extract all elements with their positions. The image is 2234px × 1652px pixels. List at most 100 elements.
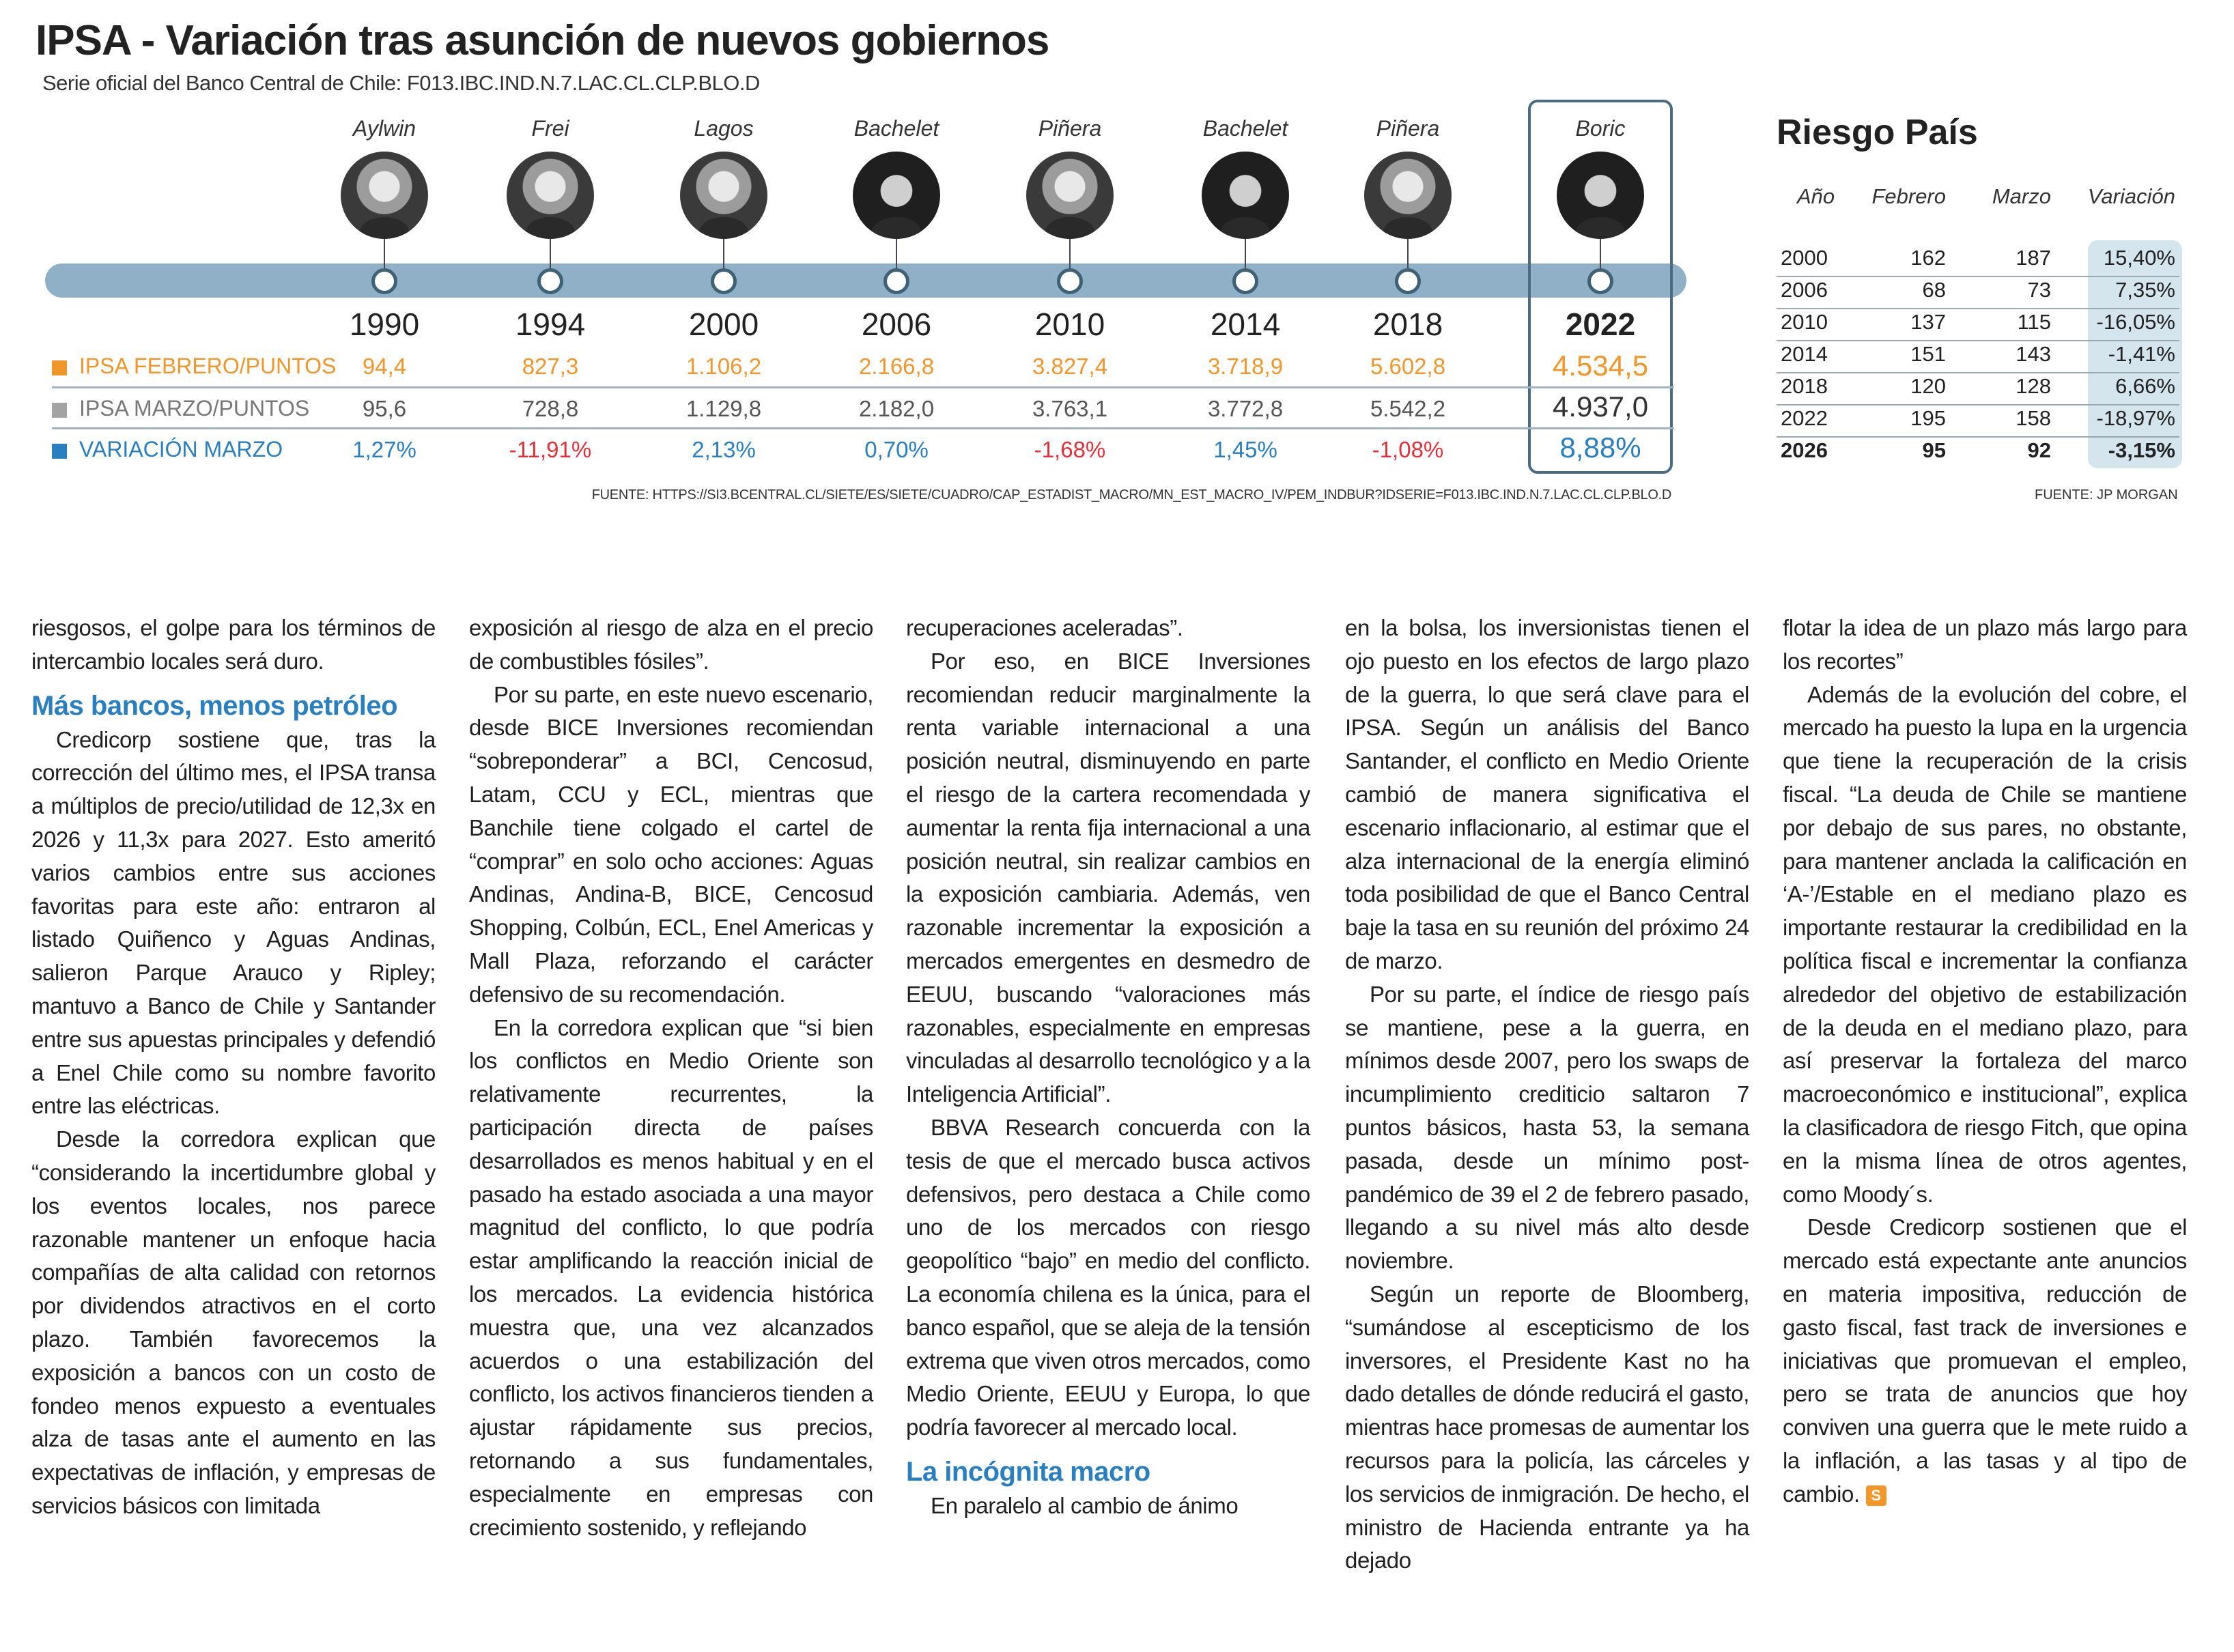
table-cell: 2018 bbox=[1781, 374, 1828, 398]
ipsa-mar-value: 95,6 bbox=[362, 396, 407, 421]
president-name: Aylwin bbox=[352, 116, 416, 141]
timeline-node-icon bbox=[883, 268, 909, 294]
year-label: 2000 bbox=[688, 307, 759, 342]
ipsa-mar-value: 5.542,2 bbox=[1370, 396, 1446, 421]
row-divider bbox=[1777, 308, 2179, 309]
paragraph-text: Además de la evolución del cobre, el mer… bbox=[1783, 681, 2187, 1207]
article-column: recuperaciones aceleradas”. Por eso, en B… bbox=[906, 612, 1310, 1523]
row-divider bbox=[1777, 404, 2179, 405]
ipsa-feb-value: 3.718,9 bbox=[1207, 354, 1284, 379]
timeline-connector bbox=[1245, 239, 1246, 272]
article-column: exposición al riesgo de alza en el preci… bbox=[469, 612, 873, 1544]
ipsa-feb-value: 827,3 bbox=[522, 354, 579, 379]
paragraph: En paralelo al cambio de ánimo bbox=[906, 1490, 1310, 1523]
paragraph-text: Por su parte, en este nuevo escenario, d… bbox=[469, 681, 873, 1007]
variation-highlight bbox=[2088, 240, 2182, 468]
timeline-node-icon bbox=[1232, 268, 1258, 294]
article-column: flotar la idea de un plazo más largo par… bbox=[1783, 612, 2187, 1511]
section-subhead: La incógnita macro bbox=[906, 1456, 1150, 1487]
timeline-node-icon bbox=[1395, 268, 1421, 294]
paragraph: riesgosos, el golpe para los términos de… bbox=[31, 612, 436, 679]
table-cell: -3,15% bbox=[2108, 438, 2175, 462]
ipsa-mar-value: 2.182,0 bbox=[858, 396, 935, 421]
table-cell: 2006 bbox=[1781, 278, 1828, 302]
paragraph: Según un reporte de Bloomberg, “sumándos… bbox=[1345, 1278, 1749, 1578]
table-cell: 2022 bbox=[1781, 406, 1828, 430]
table-cell: 158 bbox=[2016, 406, 2051, 430]
table-cell: 195 bbox=[1910, 406, 1946, 430]
ipsa-mar-value: 3.772,8 bbox=[1207, 396, 1284, 421]
page-subtitle: Serie oficial del Banco Central de Chile… bbox=[42, 71, 760, 95]
table-cell: 128 bbox=[2016, 374, 2051, 398]
table-cell: 151 bbox=[1910, 342, 1946, 366]
timeline-node-icon bbox=[371, 268, 397, 294]
timeline-connector bbox=[1407, 239, 1409, 272]
ipsa-mar-value: 4.937,0 bbox=[1552, 390, 1649, 423]
table-cell: 2014 bbox=[1781, 342, 1828, 366]
president-photo bbox=[680, 152, 767, 239]
table-cell: 2026 bbox=[1781, 438, 1828, 462]
table-cell: 73 bbox=[2027, 278, 2051, 302]
year-label: 1990 bbox=[349, 307, 420, 342]
ipsa-mar-value: 3.763,1 bbox=[1032, 396, 1108, 421]
paragraph: flotar la idea de un plazo más largo par… bbox=[1783, 612, 2187, 679]
ipsa-feb-value: 94,4 bbox=[362, 354, 407, 379]
ipsa-var-value: 2,13% bbox=[692, 437, 756, 462]
president-name: Piñera bbox=[1376, 116, 1440, 141]
president-photo bbox=[1557, 152, 1644, 239]
president-photo bbox=[1202, 152, 1289, 239]
timeline-node-icon bbox=[537, 268, 563, 294]
table-cell: 2000 bbox=[1781, 246, 1828, 270]
paragraph-text: flotar la idea de un plazo más largo par… bbox=[1783, 615, 2187, 674]
column-header: Marzo bbox=[1992, 184, 2051, 208]
ipsa-var-value: 8,88% bbox=[1559, 431, 1641, 464]
president-name: Frei bbox=[531, 116, 569, 141]
paragraph-text: Credicorp sostiene que, tras la correcci… bbox=[31, 726, 436, 1119]
row-divider bbox=[52, 427, 1674, 429]
paragraph-text: Según un reporte de Bloomberg, “sumándos… bbox=[1345, 1281, 1749, 1573]
table-cell: 92 bbox=[2027, 438, 2051, 462]
column-header: Variación bbox=[2087, 184, 2175, 208]
row-divider bbox=[52, 386, 1674, 388]
paragraph-text: BBVA Research concuerda con la tesis de … bbox=[906, 1114, 1310, 1440]
president-name: Bachelet bbox=[1202, 116, 1288, 141]
table-title: Riesgo País bbox=[1777, 113, 1978, 152]
legend-square-var bbox=[52, 444, 67, 459]
highlight-box-boric bbox=[1528, 100, 1673, 474]
article-column: en la bolsa, los inversionistas tienen e… bbox=[1345, 612, 1749, 1578]
paragraph-text: Desde la corredora explican que “conside… bbox=[31, 1126, 436, 1518]
year-label: 2022 bbox=[1565, 307, 1636, 342]
paragraph-text: exposición al riesgo de alza en el preci… bbox=[469, 615, 873, 674]
timeline-connector bbox=[550, 239, 551, 272]
table-cell: -1,41% bbox=[2108, 342, 2175, 366]
year-label: 2014 bbox=[1210, 307, 1281, 342]
source-note: FUENTE: HTTPS://SI3.BCENTRAL.CL/SIETE/ES… bbox=[591, 487, 1672, 502]
table-cell: 95 bbox=[1922, 438, 1946, 462]
president-photo bbox=[1026, 152, 1114, 239]
paragraph-text: En paralelo al cambio de ánimo bbox=[931, 1492, 1239, 1518]
paragraph: Por eso, en BICE Inversiones recomiendan… bbox=[906, 645, 1310, 1111]
row-divider bbox=[1777, 436, 2179, 438]
ipsa-feb-value: 3.827,4 bbox=[1032, 354, 1108, 379]
source-note: FUENTE: JP MORGAN bbox=[2035, 487, 2178, 502]
president-photo bbox=[341, 152, 428, 239]
timeline-connector bbox=[384, 239, 385, 272]
legend-square-mar bbox=[52, 403, 67, 418]
paragraph: Por su parte, el índice de riesgo país s… bbox=[1345, 978, 1749, 1278]
table-cell: 115 bbox=[2017, 310, 2051, 334]
paragraph-text: Desde Credicorp sostienen que el mercado… bbox=[1783, 1214, 2187, 1507]
ipsa-var-value: -1,08% bbox=[1372, 437, 1444, 462]
president-name: Boric bbox=[1575, 116, 1626, 141]
paragraph: Por su parte, en este nuevo escenario, d… bbox=[469, 679, 873, 1012]
paragraph: en la bolsa, los inversionistas tienen e… bbox=[1345, 612, 1749, 978]
year-label: 2006 bbox=[861, 307, 932, 342]
row-divider bbox=[1777, 340, 2179, 341]
end-mark-icon: S bbox=[1865, 1485, 1886, 1506]
ipsa-mar-value: 1.129,8 bbox=[685, 396, 762, 421]
paragraph: recuperaciones aceleradas”. bbox=[906, 612, 1310, 645]
ipsa-var-value: -11,91% bbox=[509, 437, 592, 462]
row-divider bbox=[1777, 276, 2179, 277]
table-cell: 120 bbox=[1910, 374, 1946, 398]
article-column: riesgosos, el golpe para los términos de… bbox=[31, 612, 436, 1523]
paragraph: Credicorp sostiene que, tras la correcci… bbox=[31, 724, 436, 1124]
